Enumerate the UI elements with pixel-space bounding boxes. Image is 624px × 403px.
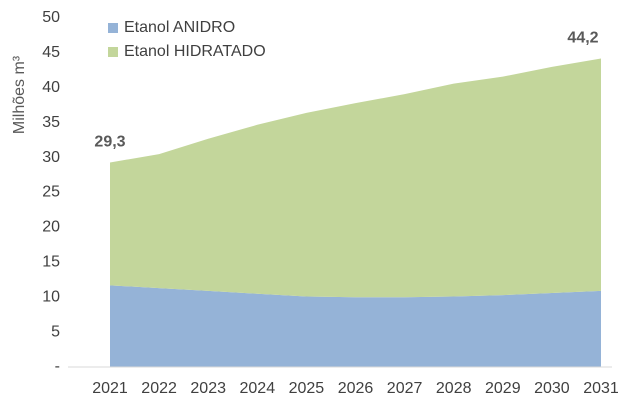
- y-axis-title: Milhões m³: [11, 55, 28, 134]
- y-tick-label: 25: [42, 184, 60, 201]
- legend-label: Etanol HIDRATADO: [124, 43, 266, 60]
- y-tick-label: 45: [42, 44, 60, 61]
- x-tick-label: 2030: [534, 380, 570, 397]
- area: [110, 58, 601, 298]
- y-tick-label: 35: [42, 114, 60, 131]
- x-tick-label: 2023: [190, 380, 226, 397]
- y-tick-label: 15: [42, 254, 60, 271]
- x-tick-label: 2021: [92, 380, 128, 397]
- x-tick-label: 2024: [240, 380, 276, 397]
- x-tick-label: 2031: [583, 380, 619, 397]
- legend-label: Etanol ANIDRO: [124, 19, 235, 36]
- x-tick-label: 2028: [436, 380, 472, 397]
- legend-swatch: [108, 47, 118, 57]
- x-tick-label: 2029: [485, 380, 521, 397]
- x-tick-label: 2027: [387, 380, 423, 397]
- area: [110, 285, 601, 367]
- annotation: 29,3: [94, 134, 125, 151]
- legend-swatch: [108, 23, 118, 33]
- x-tick-label: 2026: [338, 380, 374, 397]
- y-tick-label: -: [55, 358, 60, 375]
- x-tick-label: 2025: [289, 380, 325, 397]
- y-tick-label: 40: [42, 79, 60, 96]
- y-tick-label: 5: [51, 323, 60, 340]
- x-tick-label: 2022: [141, 380, 177, 397]
- y-tick-label: 50: [42, 9, 60, 26]
- y-tick-label: 20: [42, 219, 60, 236]
- y-tick-label: 30: [42, 149, 60, 166]
- annotation: 44,2: [567, 30, 598, 47]
- y-tick-label: 10: [42, 288, 60, 305]
